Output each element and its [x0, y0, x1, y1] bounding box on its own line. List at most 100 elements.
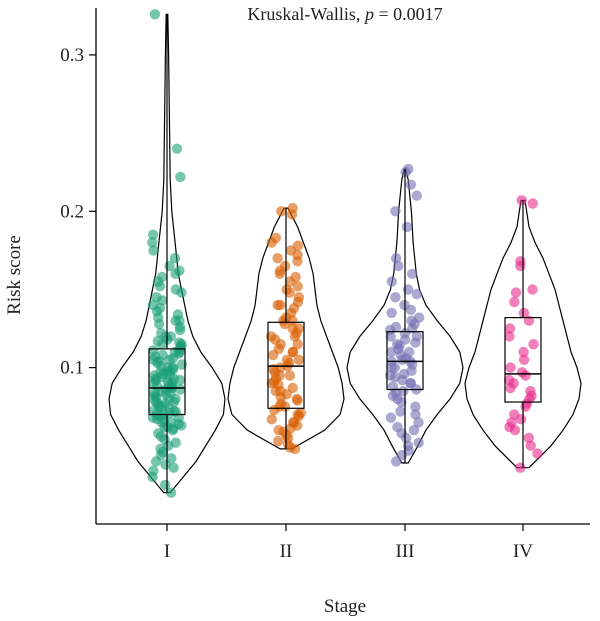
data-point-III	[386, 362, 398, 373]
data-point-III	[397, 374, 408, 386]
data-point-IV	[527, 284, 538, 295]
data-point-I	[156, 339, 168, 350]
data-point-IV	[516, 195, 527, 206]
data-point-II	[266, 378, 277, 389]
data-point-III	[405, 304, 417, 315]
y-tick-label: 0.2	[60, 201, 84, 222]
data-point-II	[292, 256, 303, 267]
data-point-IV	[518, 307, 530, 319]
data-point-II	[272, 253, 283, 264]
data-point-IV	[515, 462, 526, 473]
data-point-III	[400, 432, 412, 444]
data-point-III	[405, 179, 417, 190]
data-point-III	[397, 354, 408, 365]
data-point-I	[176, 287, 187, 298]
data-point-I	[171, 143, 183, 154]
data-point-II	[270, 385, 281, 397]
data-point-III	[386, 276, 397, 287]
data-point-IV	[527, 198, 538, 209]
data-point-III	[390, 456, 402, 467]
data-point-IV	[505, 362, 516, 373]
data-point-III	[411, 190, 422, 201]
data-point-III	[390, 206, 401, 217]
data-point-IV	[532, 448, 543, 459]
data-point-II	[288, 417, 299, 428]
data-point-IV	[505, 382, 516, 394]
data-point-III	[401, 221, 413, 233]
data-point-I	[170, 315, 181, 326]
data-point-IV	[523, 432, 534, 444]
data-point-II	[266, 414, 277, 425]
data-point-I	[148, 354, 159, 365]
data-point-I	[165, 487, 177, 498]
violin-I	[108, 13, 226, 494]
data-point-I	[159, 421, 170, 433]
data-point-II	[293, 354, 305, 365]
data-point-II	[286, 209, 298, 220]
data-point-II	[274, 268, 285, 279]
data-point-I	[154, 281, 166, 292]
data-point-III	[386, 346, 397, 358]
data-point-I	[176, 420, 187, 431]
data-point-II	[273, 425, 284, 436]
x-tick-label-III: III	[396, 541, 415, 562]
data-point-I	[169, 253, 181, 264]
x-axis-label: Stage	[324, 596, 366, 617]
data-point-III	[390, 253, 402, 264]
data-point-II	[275, 362, 286, 373]
data-point-I	[148, 245, 159, 256]
data-point-IV	[518, 346, 529, 358]
y-tick-label: 0.1	[60, 358, 84, 379]
chart-title-suffix: = 0.0017	[374, 4, 443, 24]
data-point-I	[164, 354, 175, 365]
data-point-IV	[518, 354, 530, 365]
data-point-II	[268, 349, 279, 361]
data-point-I	[176, 339, 187, 350]
data-point-II	[284, 287, 295, 298]
data-point-II	[284, 370, 296, 381]
box-II	[267, 321, 305, 409]
data-point-II	[293, 323, 304, 334]
data-point-I	[168, 462, 179, 473]
chart-title-p: p	[363, 4, 374, 24]
data-point-III	[413, 437, 424, 448]
data-point-IV	[510, 287, 522, 298]
data-point-I	[167, 362, 179, 373]
data-point-I	[174, 374, 186, 386]
data-point-IV	[520, 401, 531, 412]
data-point-I	[175, 384, 186, 395]
data-point-I	[167, 425, 178, 436]
data-point-IV	[515, 260, 526, 272]
data-point-I	[175, 171, 186, 183]
data-point-II	[291, 393, 302, 405]
data-point-IV	[509, 425, 521, 436]
data-point-I	[149, 9, 161, 20]
data-point-III	[411, 288, 422, 300]
boxes-layer	[148, 14, 542, 493]
data-point-III	[410, 337, 421, 348]
data-point-IV	[509, 296, 520, 308]
data-point-III	[393, 260, 404, 272]
data-point-I	[174, 324, 186, 336]
data-point-III	[385, 331, 396, 342]
axes-layer: I II III IV0.10.20.3	[60, 8, 590, 562]
data-point-I	[170, 268, 181, 279]
jitter-points-layer	[147, 9, 543, 498]
box-I	[148, 348, 186, 416]
x-tick-label-I: I	[164, 541, 170, 562]
data-point-II	[276, 206, 287, 217]
data-point-I	[147, 471, 158, 483]
y-tick-label: 0.3	[60, 45, 84, 66]
data-point-III	[410, 409, 421, 420]
data-point-III	[395, 406, 406, 417]
data-point-IV	[525, 440, 536, 451]
data-point-I	[154, 318, 165, 330]
data-point-I	[160, 479, 171, 491]
data-point-I	[167, 381, 178, 392]
data-point-I	[168, 396, 180, 408]
box-IV	[504, 317, 542, 403]
chart-title-prefix: Kruskal-Wallis,	[247, 4, 365, 24]
data-point-II	[292, 281, 303, 292]
data-point-II	[287, 346, 299, 358]
data-point-I	[157, 295, 168, 306]
